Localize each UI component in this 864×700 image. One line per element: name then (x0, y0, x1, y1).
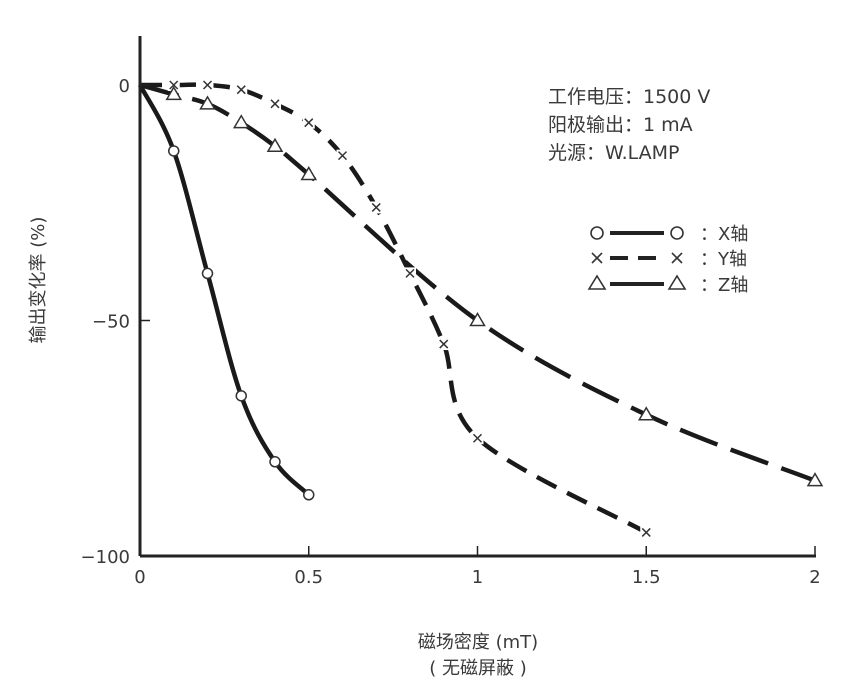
triangle-marker-icon (199, 95, 216, 110)
y-tick-label: −100 (81, 547, 130, 568)
plot-lines (137, 82, 816, 535)
y-tick-label: −50 (92, 312, 130, 333)
triangle-marker-icon (667, 274, 687, 290)
x-marker-icon (671, 252, 683, 264)
x-marker-icon (169, 80, 179, 90)
annotation-light-source: 光源：W.LAMP (548, 142, 680, 164)
x-marker-icon (641, 527, 651, 537)
legend-entry-y: ：Y轴 (591, 249, 747, 270)
x-tick-label: 0.5 (294, 567, 323, 588)
legend-entry-x: ：X轴 (590, 224, 748, 245)
circle-marker-icon (201, 267, 214, 280)
y-tick-label: 0 (119, 76, 130, 97)
triangle-marker-icon (637, 406, 655, 421)
ticks: 0 0.5 1 1.5 2 0 −50 −100 (81, 76, 821, 588)
plot-markers (165, 79, 824, 539)
triangle-marker-icon (165, 85, 183, 101)
legend-label-x: ：X轴 (700, 224, 748, 245)
x-marker-icon (472, 433, 483, 443)
axes (138, 36, 816, 558)
annotation-voltage: 工作电压：1500 V (548, 86, 710, 108)
legend-label-z: ：Z轴 (700, 275, 748, 296)
annotation-box: 工作电压：1500 V 阳极输出：1 mA 光源：W.LAMP (548, 86, 710, 164)
x-marker-icon (304, 118, 314, 128)
triangle-marker-icon (266, 137, 284, 152)
x-axis-sublabel: ( 无磁屏蔽 ) (429, 658, 527, 679)
x-marker-icon (337, 151, 348, 161)
triangle-marker-icon (806, 472, 824, 487)
legend-entry-z: ：Z轴 (587, 274, 748, 296)
triangle-marker-icon (232, 114, 250, 129)
circle-marker-icon (303, 489, 315, 501)
legend-label-y: ：Y轴 (700, 249, 747, 270)
x-marker-icon (371, 202, 381, 212)
x-marker-icon (236, 85, 246, 95)
triangle-marker-icon (587, 274, 607, 290)
x-marker-icon (405, 268, 415, 278)
circle-marker-icon (590, 226, 604, 240)
circle-marker-icon (168, 145, 180, 157)
x-tick-label: 0 (134, 567, 145, 588)
annotation-anode-output: 阳极输出：1 mA (548, 114, 693, 136)
x-marker-icon (270, 99, 280, 109)
circle-marker-icon (269, 456, 281, 468)
x-marker-icon (202, 80, 213, 90)
x-tick-label: 1.5 (632, 567, 661, 588)
x-marker-icon (591, 252, 603, 264)
x-tick-label: 2 (809, 567, 820, 588)
x-tick-label: 1 (472, 567, 483, 588)
y-axis-label: 输出变化率 (%) (28, 217, 49, 344)
circle-marker-icon (670, 226, 684, 240)
x-axis-label: 磁场密度 (mT) (418, 632, 538, 653)
series-line-circle (137, 83, 311, 497)
x-marker-icon (439, 339, 449, 349)
triangle-marker-icon (469, 312, 486, 327)
triangle-marker-icon (300, 166, 318, 181)
legend: ：X轴 ：Y轴 ：Z轴 (587, 224, 748, 296)
circle-marker-icon (235, 390, 247, 402)
